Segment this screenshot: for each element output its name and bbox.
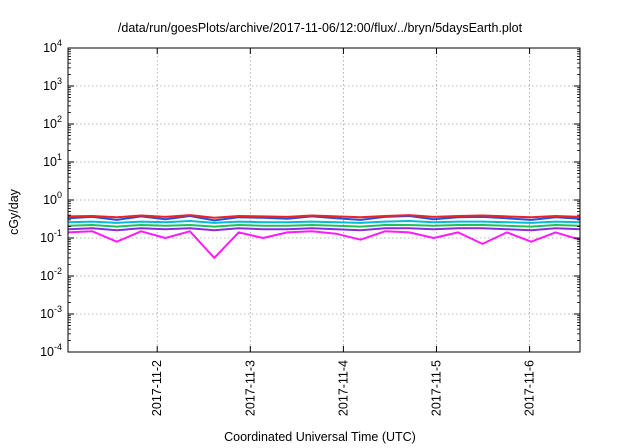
x-tick-label: 2017-11-2 bbox=[150, 360, 164, 416]
y-tick-label: 10-2 bbox=[40, 266, 62, 283]
y-tick-label: 100 bbox=[43, 190, 62, 207]
y-tick-label: 10-1 bbox=[40, 228, 62, 245]
y-tick-label: 10-4 bbox=[40, 342, 62, 359]
plot-frame bbox=[67, 47, 581, 353]
series-line bbox=[67, 215, 581, 222]
x-tick-label: 2017-11-3 bbox=[243, 360, 257, 416]
x-tick-label: 2017-11-6 bbox=[523, 360, 537, 416]
y-tick-label: 101 bbox=[43, 152, 62, 169]
x-tick-label: 2017-11-4 bbox=[336, 360, 350, 416]
series-line bbox=[67, 230, 581, 259]
x-axis-label: Coordinated Universal Time (UTC) bbox=[224, 430, 416, 444]
y-tick-label: 10-3 bbox=[40, 304, 62, 321]
y-tick-label: 104 bbox=[43, 38, 62, 55]
axis-layer: 10-4 10-3 10-2 10-1 100 101 102 103 104 2017-11-2… bbox=[40, 38, 580, 416]
y-tick-label: 103 bbox=[43, 76, 62, 93]
series-layer bbox=[67, 214, 581, 259]
series-line bbox=[67, 220, 581, 224]
series-line bbox=[67, 227, 581, 232]
x-tick-label: 2017-11-5 bbox=[429, 360, 443, 416]
series-line bbox=[67, 224, 581, 228]
y-tick-label: 102 bbox=[43, 114, 62, 131]
chart-title: /data/run/goesPlots/archive/2017-11-06/1… bbox=[117, 21, 523, 35]
grid-layer bbox=[68, 48, 580, 352]
series-line bbox=[67, 214, 581, 219]
